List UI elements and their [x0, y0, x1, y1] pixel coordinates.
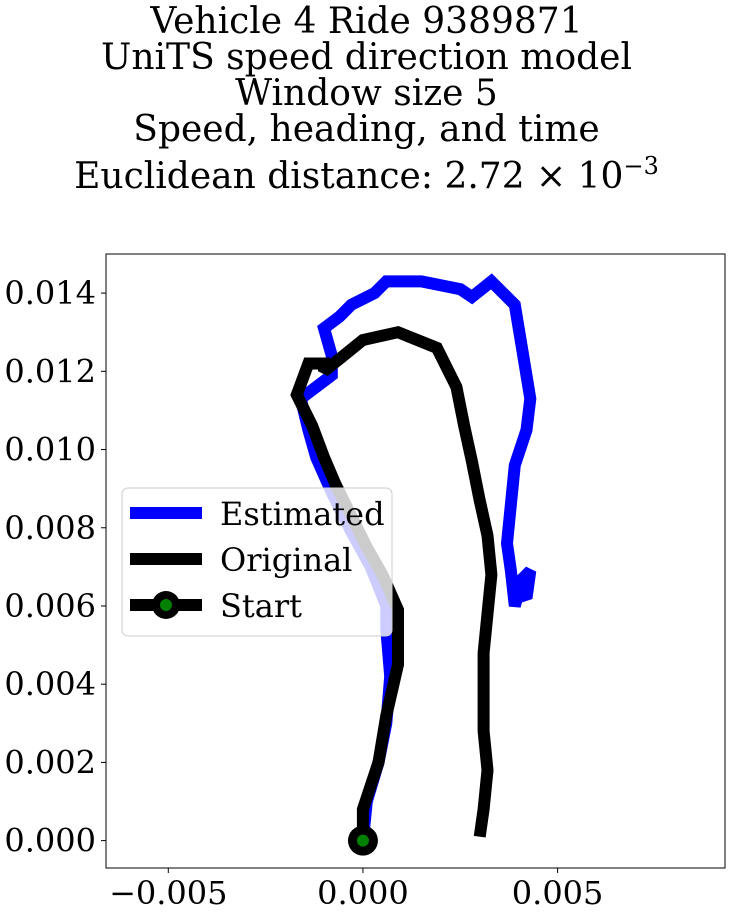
y-tick-label-1: 0.002 — [4, 743, 96, 781]
y-tick-label-3: 0.006 — [4, 587, 96, 625]
legend: Estimated Original Start — [121, 487, 393, 637]
distance-mantissa: 2.72 — [444, 156, 525, 197]
y-tick-label-7: 0.014 — [4, 274, 96, 312]
axes-frame — [105, 253, 726, 869]
distance-exponent: −3 — [623, 152, 659, 180]
title-line-2: UniTS speed direction model — [101, 37, 632, 78]
distance-label: Euclidean distance: — [74, 156, 445, 197]
title-line-1: Vehicle 4 Ride 9389871 — [150, 1, 583, 42]
legend-label-original: Original — [220, 541, 352, 579]
title-line-4: Speed, heading, and time — [133, 109, 600, 150]
y-tick-label-2: 0.004 — [4, 665, 96, 703]
tick-layer: −0.005 0.000 0.005 0.000 0.002 0.004 0.006 0.00… — [4, 274, 603, 912]
y-tick-label-6: 0.012 — [4, 352, 96, 390]
x-tick-label-2: 0.005 — [512, 874, 604, 912]
chart-title: Vehicle 4 Ride 9389871 UniTS speed direc… — [0, 4, 733, 195]
series-line-original — [290, 325, 498, 841]
y-tick-label-4: 0.008 — [4, 509, 96, 547]
legend-swatch-start-inner — [160, 599, 172, 611]
title-line-3: Window size 5 — [235, 73, 498, 114]
start-marker-inner — [356, 834, 369, 847]
x-tick-label-1: 0.000 — [317, 874, 409, 912]
legend-label-start: Start — [220, 587, 302, 625]
legend-label-estimated: Estimated — [220, 495, 385, 533]
y-tick-label-5: 0.010 — [4, 431, 96, 469]
title-line-5: Euclidean distance: 2.72 × 10−3 — [0, 148, 733, 195]
x-tick-label-0: −0.005 — [109, 874, 227, 912]
marker-layer — [347, 825, 378, 856]
distance-times-base: × 10 — [536, 156, 624, 197]
y-tick-label-0: 0.000 — [4, 822, 96, 860]
